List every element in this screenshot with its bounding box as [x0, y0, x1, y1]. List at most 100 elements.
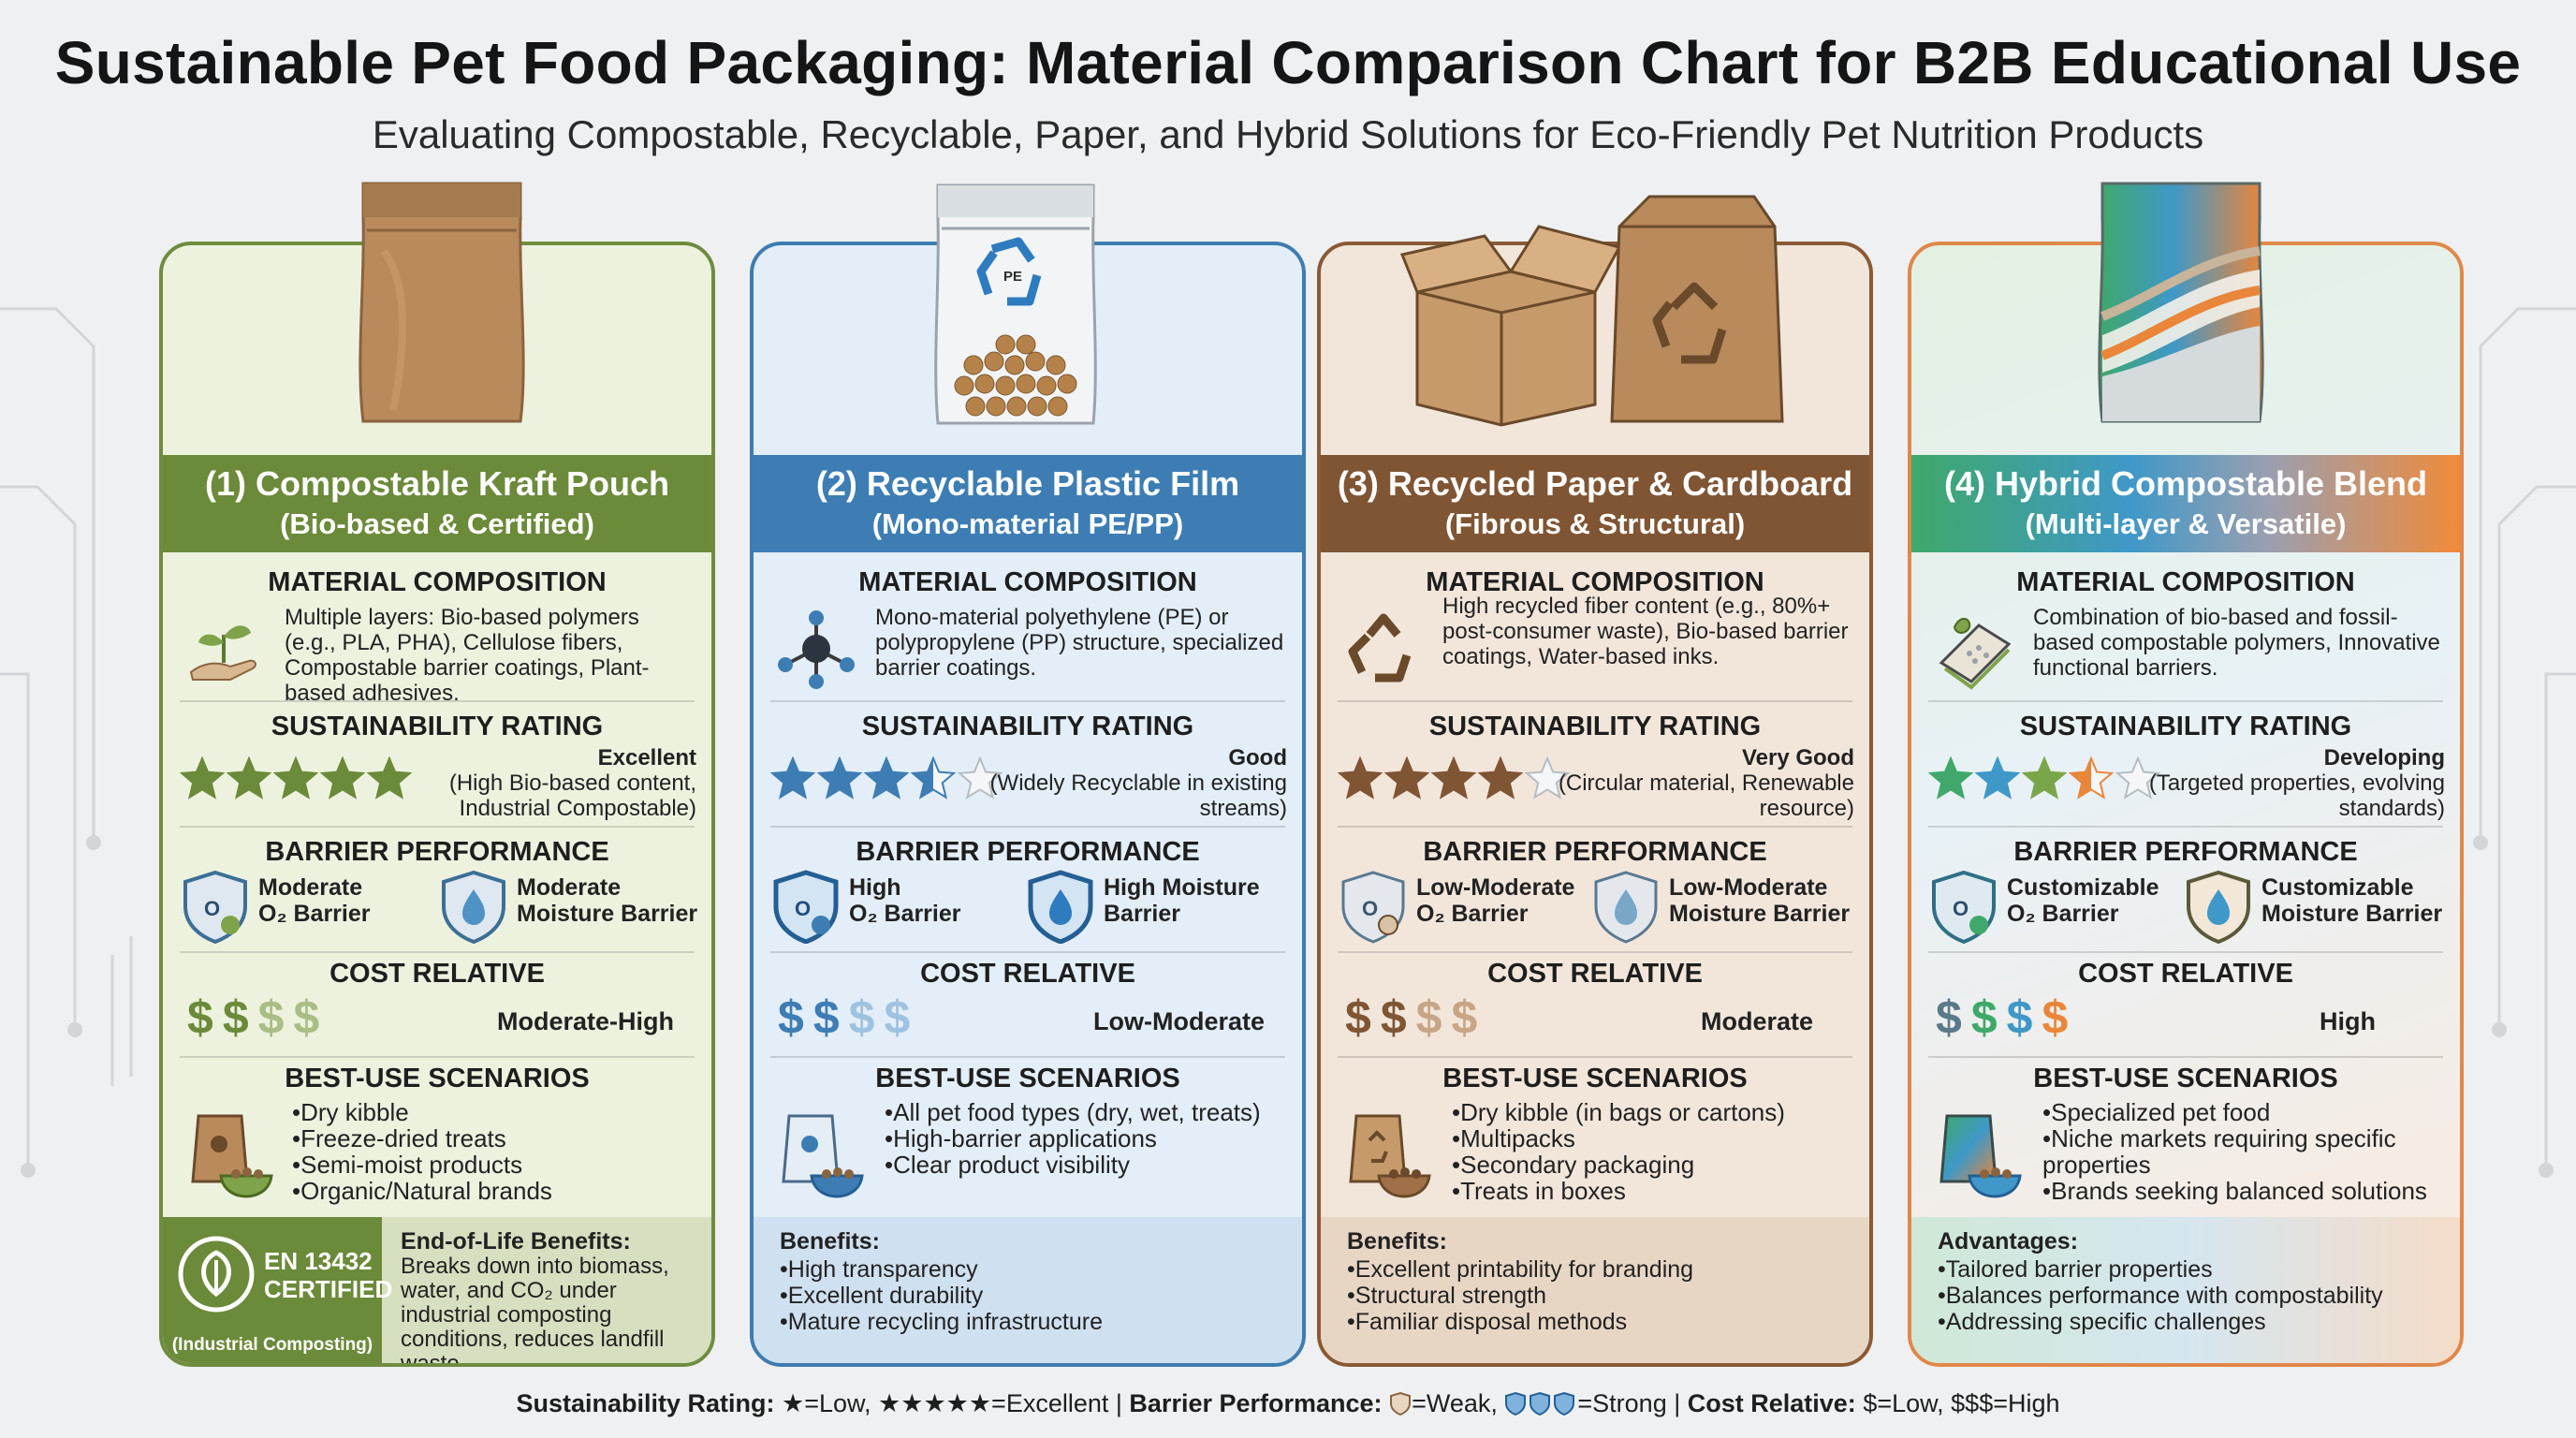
list-item: Mature recycling infrastructure	[780, 1309, 1103, 1335]
cost-dollars: $$$$	[187, 990, 329, 1045]
list-item: Excellent printability for branding	[1347, 1256, 1693, 1283]
advantages-box: Advantages: Tailored barrier properties …	[1911, 1217, 2460, 1363]
empty-star-icon	[957, 756, 1003, 800]
list-item: Clear product visibility	[885, 1152, 1296, 1178]
rating-note: (Widely Recyclable in existing streams)	[989, 770, 1287, 821]
o2-barrier-label: O₂ Barrier	[2007, 901, 2119, 927]
card-banner: (3) Recycled Paper & Cardboard (Fibrous …	[1321, 455, 1869, 552]
cost-section: COST RELATIVE $$$$ Moderate	[1321, 953, 1869, 1056]
list-item: Dry kibble (in bags or cartons)	[1452, 1099, 1864, 1125]
dollar-sign-icon: $	[1936, 991, 1971, 1044]
pet-food-bag-bowl-icon	[782, 1114, 864, 1198]
list-item: Dry kibble	[292, 1099, 704, 1125]
recycle-icon	[1348, 613, 1412, 682]
composition-section: MATERIAL COMPOSITION Mono-material polye…	[754, 560, 1302, 700]
svg-text:PE: PE	[1003, 269, 1022, 285]
divider	[180, 700, 695, 702]
o2-barrier-label: O₂ Barrier	[849, 901, 961, 927]
list-item: Treats in boxes	[1452, 1178, 1864, 1204]
o2-shield-icon: O	[183, 870, 247, 944]
card-subtitle: (Multi-layer & Versatile)	[2025, 507, 2347, 540]
list-item: Structural strength	[1347, 1283, 1693, 1309]
list-item: Specialized pet food	[2042, 1099, 2454, 1125]
list-item: High transparency	[780, 1256, 1103, 1283]
rating-value: Very Good	[1741, 745, 1854, 770]
scenario-list: Specialized pet food Niche markets requi…	[2042, 1099, 2454, 1204]
moisture-barrier-label: Moisture Barrier	[1669, 901, 1851, 927]
empty-star-icon	[2115, 756, 2161, 800]
list-item: All pet food types (dry, wet, treats)	[885, 1099, 1296, 1125]
section-title: SUSTAINABILITY RATING	[2019, 712, 2352, 741]
svg-text:O: O	[1953, 897, 1969, 920]
moisture-barrier-level: Customizable	[2261, 874, 2414, 901]
composition-section: MATERIAL COMPOSITION High recycled fiber…	[1321, 560, 1869, 700]
kraft-pouch-image	[359, 182, 525, 423]
filled-star-icon	[180, 756, 226, 800]
divider	[1338, 826, 1852, 828]
legend-cost-text: $=Low, $$$=High	[1863, 1389, 2060, 1417]
divider	[1928, 951, 2443, 953]
cost-dollars: $$$$	[778, 990, 919, 1045]
card-recycled-paper-cardboard: (3) Recycled Paper & Cardboard (Fibrous …	[1317, 242, 1873, 1367]
o2-barrier: O Customizable O₂ Barrier	[1928, 869, 2181, 944]
composition-text: High recycled fiber content (e.g., 80%+ …	[1442, 594, 1849, 669]
list-item: Secondary packaging	[1452, 1152, 1864, 1178]
divider	[180, 826, 695, 828]
section-title: SUSTAINABILITY RATING	[271, 712, 604, 741]
filled-star-icon	[770, 756, 816, 800]
certification-badge: EN 13432 CERTIFIED (Industrial Composting…	[163, 1217, 392, 1363]
moisture-barrier-label: Moisture Barrier	[2261, 901, 2443, 927]
o2-shield-icon: O	[773, 870, 839, 944]
water-drop-shield-icon	[2187, 870, 2250, 944]
filled-star-icon	[1974, 756, 2021, 800]
barrier-section: BARRIER PERFORMANCE O Customizable O₂ Bar…	[1911, 828, 2460, 951]
compost-leaf-icon	[178, 1236, 255, 1313]
dollar-sign-icon: $	[2006, 991, 2042, 1044]
water-drop-shield-icon	[1594, 871, 1658, 944]
dollar-sign-icon: $	[778, 991, 813, 1044]
dollar-sign-icon: $	[187, 991, 223, 1044]
divider	[1338, 951, 1852, 953]
section-title: BARRIER PERFORMANCE	[2013, 837, 2358, 867]
rating-value: Good	[1228, 745, 1287, 770]
list-item: Semi-moist products	[292, 1152, 704, 1178]
rating-text: Very Good (Circular material, Renewable …	[1555, 745, 1854, 821]
footer-title: Advantages:	[1938, 1228, 2079, 1255]
rating-note: (Circular material, Renewable resource)	[1558, 770, 1854, 821]
hybrid-multilayer-pouch-image	[2098, 182, 2264, 423]
list-item: High-barrier applications	[885, 1125, 1296, 1152]
sustainability-section: SUSTAINABILITY RATING Very Good (Circula…	[1321, 702, 1869, 826]
composition-section: MATERIAL COMPOSITION Multiple layers: Bi…	[163, 560, 711, 706]
card-recyclable-plastic-film: (2) Recyclable Plastic Film (Mono-materi…	[750, 242, 1306, 1367]
dollar-sign-icon: $	[2042, 991, 2078, 1044]
moisture-barrier: Moderate Moisture Barrier	[438, 869, 710, 944]
scenarios-section: BEST-USE SCENARIOS Dry kibble Freeze-dri…	[163, 1058, 711, 1217]
divider	[1928, 700, 2443, 702]
rating-text: Good (Widely Recyclable in existing stre…	[988, 745, 1287, 821]
benefits-list: Excellent printability for branding Stru…	[1347, 1256, 1693, 1335]
moisture-barrier-level: Moderate	[517, 874, 622, 901]
dollar-sign-icon: $	[1415, 991, 1452, 1044]
section-title: MATERIAL COMPOSITION	[268, 567, 607, 597]
footer-title: End-of-Life Benefits:	[401, 1228, 631, 1255]
composition-text: Combination of bio-based and fossil-base…	[2033, 605, 2440, 681]
card-title: (2) Recyclable Plastic Film	[815, 464, 1240, 503]
o2-barrier-level: Moderate	[258, 874, 363, 901]
dollar-sign-icon: $	[293, 991, 329, 1044]
filled-star-icon	[863, 756, 910, 800]
scenario-list: All pet food types (dry, wet, treats) Hi…	[885, 1099, 1296, 1178]
section-title: MATERIAL COMPOSITION	[1426, 567, 1764, 597]
card-banner: (2) Recyclable Plastic Film (Mono-materi…	[754, 455, 1302, 552]
filled-star-icon	[319, 756, 366, 800]
list-item: Multipacks	[1452, 1125, 1864, 1152]
cost-dollars: $$$$	[1345, 990, 1486, 1045]
o2-barrier: O Low-Moderate O₂ Barrier	[1338, 869, 1590, 944]
o2-shield-icon: O	[1932, 870, 1996, 944]
dollar-sign-icon: $	[257, 991, 294, 1044]
benefits-box: Benefits: Excellent printability for bra…	[1321, 1217, 1869, 1363]
half-star-fill	[2071, 758, 2091, 798]
list-item: Niche markets requiring specific propert…	[2042, 1125, 2454, 1178]
list-item: Freeze-dried treats	[292, 1125, 704, 1152]
barrier-section: BARRIER PERFORMANCE O Low-Moderate O₂ Bar…	[1321, 828, 1869, 951]
list-item: Organic/Natural brands	[292, 1178, 704, 1204]
